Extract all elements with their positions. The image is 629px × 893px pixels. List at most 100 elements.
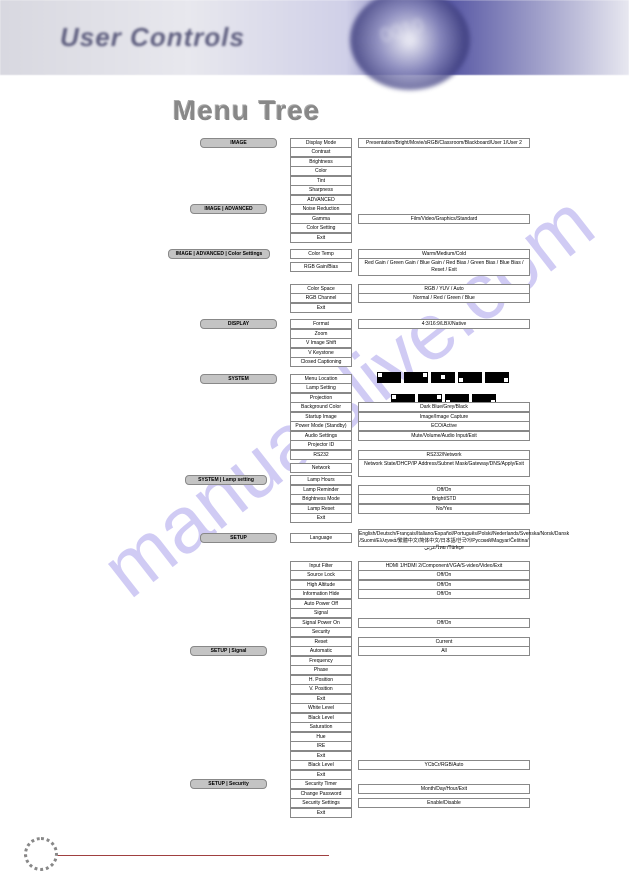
position-icon [377, 372, 401, 383]
menu-value: ECO/Active [358, 421, 530, 431]
menu-item: High Altitude [290, 580, 352, 590]
menu-tree: IMAGE Display Mode Presentation/Bright/Mov… [170, 138, 620, 818]
menu-item: V Keystone [290, 348, 352, 358]
menu-item: Security Settings [290, 798, 352, 808]
menu-value: Red Gain / Green Gain / Blue Gain / Red … [358, 258, 530, 276]
menu-value: Off/On [358, 485, 530, 495]
menu-item: Language [290, 533, 352, 543]
menu-item: RS232 [290, 450, 352, 460]
position-icon [485, 372, 509, 383]
menu-value: YCbCr/RGB/Auto [358, 760, 530, 770]
category-label: SETUP [200, 533, 277, 543]
menu-item: H. Position [290, 675, 352, 685]
menu-item: Exit [290, 233, 352, 243]
menu-value: Off/On [358, 580, 530, 590]
category-label: SYSTEM | Lamp setting [185, 475, 267, 485]
category-label: IMAGE [200, 138, 277, 148]
header-orb [350, 0, 470, 90]
menu-item: RGB Gain/Bias [290, 262, 352, 272]
menu-value: HDMI 1/HDMI 2/Component/VGA/S-video/Vide… [358, 561, 530, 571]
menu-item: Format [290, 319, 352, 329]
menu-item: Exit [290, 303, 352, 313]
category-label: SYSTEM [200, 374, 277, 384]
menu-value: RGB / YUV / Auto [358, 284, 530, 294]
menu-item: White Level [290, 703, 352, 713]
menu-item: Tint [290, 176, 352, 186]
menu-item: Color Setting [290, 223, 352, 233]
footer-circle-icon [24, 837, 58, 871]
menu-item: Gamma [290, 214, 352, 224]
menu-item: Signal [290, 608, 352, 618]
menu-value: Image/Image Capture [358, 412, 530, 422]
menu-item: Closed Captioning [290, 357, 352, 367]
menu-item: Security [290, 627, 352, 637]
menu-item: Reset [290, 637, 352, 647]
menu-item: Menu Location [290, 374, 352, 384]
menu-item: V Image Shift [290, 338, 352, 348]
menu-item: Input Filter [290, 561, 352, 571]
menu-item: Exit [290, 513, 352, 523]
icon-option-row [358, 371, 528, 384]
menu-value: 4:3/16:9/LBX/Native [358, 319, 530, 329]
page-title: Menu Tree [173, 95, 320, 127]
menu-item: Power Mode (Standby) [290, 421, 352, 431]
menu-item: Black Level [290, 760, 352, 770]
menu-value: Bright/STD [358, 494, 530, 504]
menu-item: Exit [290, 770, 352, 780]
header-banner: User Controls [0, 0, 629, 75]
menu-item: Lamp Reset [290, 504, 352, 514]
menu-item: Display Mode [290, 138, 352, 148]
menu-item: RGB Channel [290, 293, 352, 303]
menu-item: Zoom [290, 329, 352, 339]
menu-item: Color Space [290, 284, 352, 294]
menu-item: Noise Reduction [290, 204, 352, 214]
position-icon [458, 372, 482, 383]
menu-value: Presentation/Bright/Movie/sRGB/Classroom… [358, 138, 530, 148]
menu-item: Background Color [290, 402, 352, 412]
menu-item: Exit [290, 694, 352, 704]
menu-item: Saturation [290, 722, 352, 732]
menu-value: English/Deutsch/Français/Italiano/Españo… [358, 529, 530, 547]
menu-item: V. Position [290, 684, 352, 694]
menu-value: Mute/Volume/Audio Input/Exit [358, 431, 530, 441]
category-label: IMAGE | ADVANCED [190, 204, 267, 214]
menu-item: ADVANCED [290, 195, 352, 205]
menu-item: Audio Settings [290, 431, 352, 441]
category-label: SETUP | Signal [190, 646, 267, 656]
menu-value: Month/Day/Hour/Exit [358, 784, 530, 794]
menu-item: Color [290, 166, 352, 176]
menu-item: Brightness Mode [290, 494, 352, 504]
menu-item: Color Temp [290, 249, 352, 259]
menu-item: Sharpness [290, 185, 352, 195]
menu-item: Network [290, 463, 352, 473]
menu-item: Automatic [290, 646, 352, 656]
menu-value: Network State/DHCP/IP Address/Subnet Mas… [358, 459, 530, 477]
position-icon [404, 372, 428, 383]
category-label: IMAGE | ADVANCED | Color Settings [168, 249, 270, 259]
menu-item: Contrast [290, 147, 352, 157]
menu-value: Off/On [358, 618, 530, 628]
menu-item: Lamp Hours [290, 475, 352, 485]
menu-item: Frequency [290, 656, 352, 666]
menu-item: Change Password [290, 789, 352, 799]
header-title: User Controls [60, 22, 245, 53]
category-label: SETUP | Security [190, 779, 267, 789]
menu-value: Off/On [358, 570, 530, 580]
menu-item: Phase [290, 665, 352, 675]
menu-value: Current [358, 637, 530, 647]
menu-value: No/Yes [358, 504, 530, 514]
menu-value: Enable/Disable [358, 798, 530, 808]
menu-item: Projection [290, 393, 352, 403]
menu-item: Source Lock [290, 570, 352, 580]
menu-item: Auto Power Off [290, 599, 352, 609]
menu-item: Security Timer [290, 779, 352, 789]
menu-value: Dark Blue/Grey/Black [358, 402, 530, 412]
category-label: DISPLAY [200, 319, 277, 329]
menu-item: Startup Image [290, 412, 352, 422]
menu-item: Hue [290, 732, 352, 742]
menu-item: Brightness [290, 157, 352, 167]
menu-value: Off/On [358, 589, 530, 599]
menu-item: Lamp Setting [290, 383, 352, 393]
menu-item: Black Level [290, 713, 352, 723]
menu-item: Signal Power On [290, 618, 352, 628]
